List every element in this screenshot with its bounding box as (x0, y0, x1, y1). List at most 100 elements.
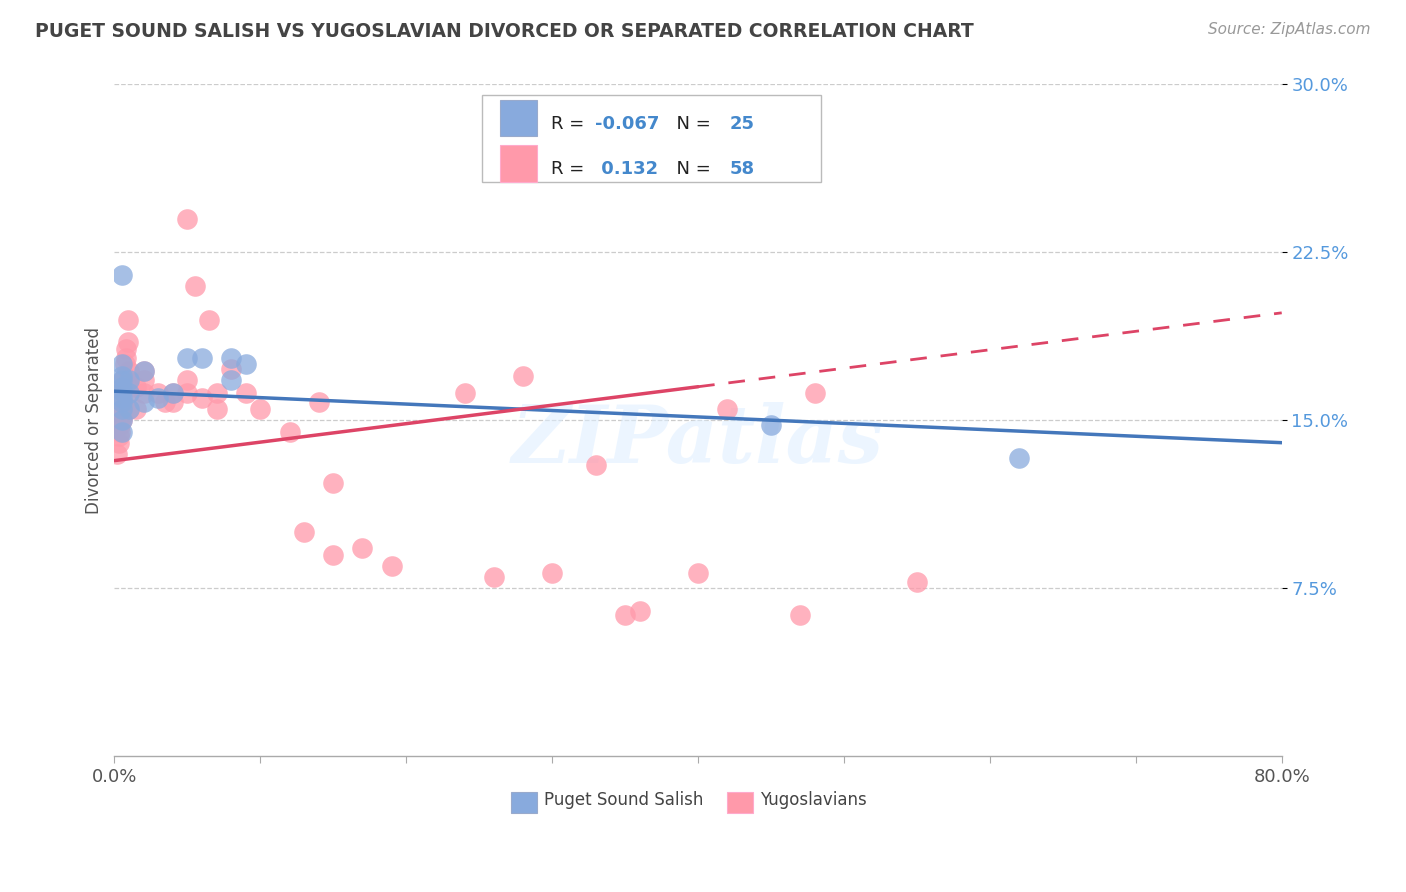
Point (132, 373, 155, 387)
Point (118, 364, 141, 378)
Text: PUGET SOUND SALISH VS YUGOSLAVIAN DIVORCED OR SEPARATED CORRELATION CHART: PUGET SOUND SALISH VS YUGOSLAVIAN DIVORC… (35, 22, 974, 41)
Point (112, 380, 135, 394)
Point (759, 417, 782, 432)
Point (219, 351, 242, 365)
Point (235, 357, 257, 371)
Point (118, 373, 141, 387)
Point (125, 380, 148, 394)
Point (176, 211, 198, 226)
Point (219, 373, 242, 387)
Point (219, 361, 242, 376)
Point (148, 386, 170, 401)
FancyBboxPatch shape (482, 95, 821, 182)
Point (628, 604, 651, 618)
Point (111, 380, 134, 394)
Point (482, 570, 505, 584)
Point (132, 386, 155, 401)
Text: Puget Sound Salish: Puget Sound Salish (544, 791, 703, 809)
Point (125, 402, 148, 417)
Text: R =: R = (551, 115, 591, 133)
Point (686, 566, 709, 580)
Point (117, 312, 139, 326)
Point (110, 425, 132, 439)
Point (789, 608, 811, 623)
Point (235, 386, 257, 401)
Point (115, 342, 138, 356)
Point (118, 376, 141, 390)
Point (191, 351, 214, 365)
Point (352, 541, 374, 555)
Point (183, 279, 205, 293)
Point (111, 368, 134, 383)
Point (308, 395, 330, 409)
Point (111, 384, 134, 399)
Point (114, 357, 136, 371)
Point (105, 447, 128, 461)
Text: Yugoslavians: Yugoslavians (759, 791, 866, 809)
Point (111, 373, 134, 387)
Bar (727, 792, 754, 814)
Point (198, 312, 221, 326)
Point (111, 395, 134, 409)
Bar (499, 145, 537, 182)
Point (132, 364, 155, 378)
Point (111, 395, 134, 409)
Point (111, 425, 134, 439)
Bar (499, 100, 537, 136)
Text: N =: N = (665, 115, 717, 133)
Point (381, 558, 404, 573)
Point (541, 566, 564, 580)
Point (110, 417, 132, 432)
Bar (512, 792, 537, 814)
Point (132, 395, 155, 409)
Y-axis label: Divorced or Separated: Divorced or Separated (86, 326, 103, 514)
Point (111, 391, 134, 405)
Point (322, 475, 344, 490)
Point (118, 386, 141, 401)
Point (585, 458, 607, 472)
Text: R =: R = (551, 161, 591, 178)
Text: N =: N = (665, 161, 717, 178)
Text: -0.067: -0.067 (595, 115, 659, 133)
Point (1008, 451, 1031, 466)
Point (176, 373, 198, 387)
Point (111, 413, 134, 427)
Point (322, 548, 344, 562)
Point (118, 386, 141, 401)
Point (114, 368, 136, 383)
Point (249, 402, 271, 417)
Point (111, 413, 134, 427)
Text: Source: ZipAtlas.com: Source: ZipAtlas.com (1208, 22, 1371, 37)
Point (453, 386, 475, 401)
Point (111, 402, 134, 417)
Point (148, 391, 170, 405)
Point (112, 373, 135, 387)
Point (111, 409, 134, 423)
Point (162, 386, 184, 401)
Point (614, 608, 637, 623)
Point (191, 391, 214, 405)
Point (205, 402, 228, 417)
Point (512, 368, 534, 383)
Point (176, 351, 198, 365)
Point (118, 402, 141, 417)
Point (111, 357, 134, 371)
Point (716, 402, 738, 417)
Point (804, 386, 827, 401)
Point (905, 574, 928, 589)
Point (107, 435, 129, 450)
Point (111, 268, 134, 282)
Point (111, 402, 134, 417)
Point (107, 429, 129, 443)
Point (162, 386, 184, 401)
Point (111, 384, 134, 399)
Point (117, 334, 139, 349)
Point (176, 386, 198, 401)
Text: 0.132: 0.132 (595, 161, 658, 178)
Point (132, 364, 155, 378)
Point (205, 386, 228, 401)
Point (115, 351, 138, 365)
Text: ZIPatlas: ZIPatlas (512, 401, 884, 479)
Point (162, 395, 184, 409)
Point (292, 525, 315, 540)
